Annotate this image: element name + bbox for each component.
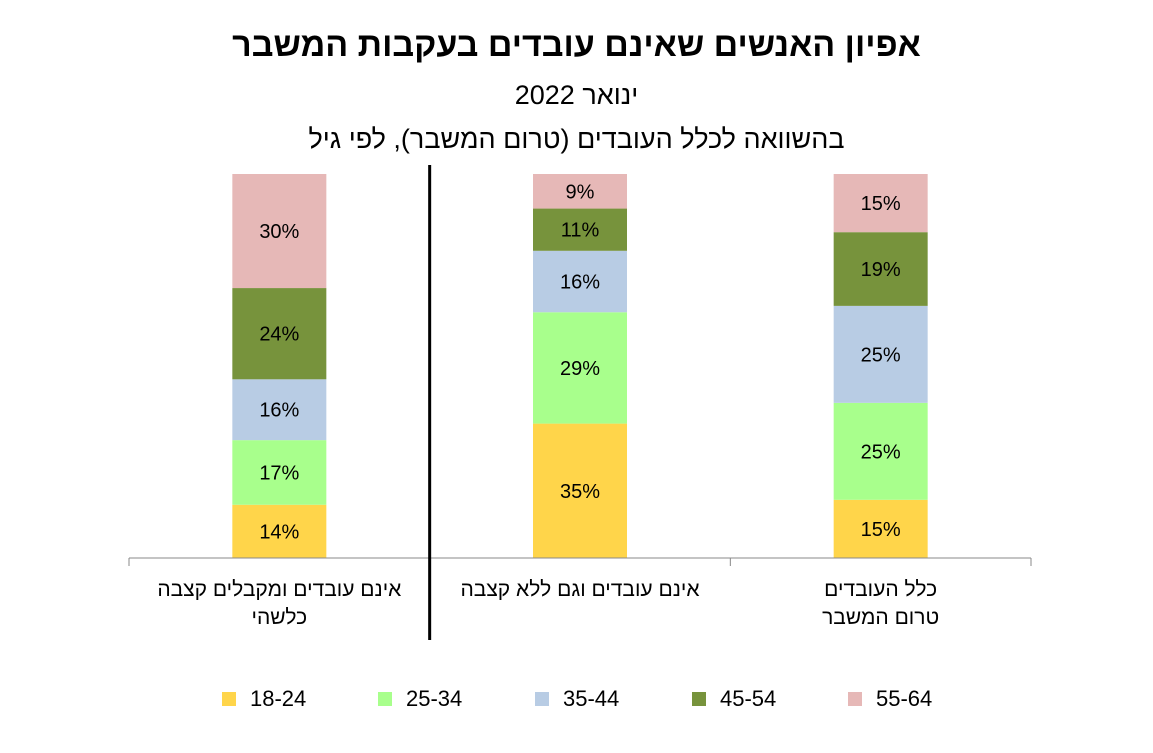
bar-segment-55-64 (833, 174, 928, 233)
bar-segment-55-64 (533, 174, 627, 209)
legend-swatch (692, 692, 706, 706)
data-label: 24% (259, 324, 299, 346)
legend-item: 25-34 (378, 686, 462, 712)
legend-item: 18-24 (222, 686, 306, 712)
data-label: 15% (861, 193, 901, 215)
legend-item: 55-64 (848, 686, 932, 712)
data-label: 25% (861, 344, 901, 366)
legend-item: 45-54 (692, 686, 776, 712)
data-label: 25% (861, 441, 901, 463)
legend-label: 45-54 (720, 686, 777, 711)
category-label: אינם עובדים ומקבלים קצבה כלשהי (157, 578, 402, 629)
legend-label: 18-24 (250, 686, 307, 711)
legend-swatch (222, 692, 236, 706)
bar-segment-18-24 (833, 499, 928, 558)
data-label: 19% (861, 259, 901, 281)
chart-subtitle-2: בהשוואה לכלל העובדים (טרום המשבר), לפי ג… (308, 124, 845, 154)
data-label: 11% (561, 220, 600, 242)
bar-segment-55-64 (232, 174, 327, 289)
data-label: 30% (259, 221, 299, 243)
chart-legend: 18-24 25-34 35-44 45-54 55-64 (0, 686, 1153, 716)
data-label: 35% (560, 481, 600, 503)
bar-segment-45-54 (232, 288, 327, 380)
bar-segment-25-34 (833, 402, 928, 500)
chart-subtitle: ינואר 2022 (514, 80, 639, 110)
bar-segment-35-44 (232, 379, 327, 441)
legend-label: 25-34 (406, 686, 463, 711)
bar-segment-45-54 (533, 208, 627, 251)
legend-item: 35-44 (535, 686, 619, 712)
bar-segment-18-24 (232, 504, 327, 558)
data-label: 16% (259, 400, 299, 422)
data-label: 14% (259, 521, 299, 543)
bar-segment-35-44 (833, 305, 928, 403)
bar-segment-25-34 (533, 312, 627, 424)
bar-segment-35-44 (533, 250, 627, 313)
bar-segment-45-54 (833, 232, 928, 306)
legend-label: 35-44 (563, 686, 620, 711)
data-label: 17% (259, 462, 299, 484)
category-label: כלל העובדים טרום המשבר (822, 578, 940, 629)
bar-segment-25-34 (232, 440, 327, 505)
legend-swatch (848, 692, 862, 706)
data-label: 16% (560, 272, 600, 294)
legend-swatch (378, 692, 392, 706)
data-label: 9% (566, 181, 595, 203)
legend-label: 55-64 (876, 686, 933, 711)
category-label: אינם עובדים וגם ללא קצבה (460, 578, 700, 601)
bar-segment-18-24 (533, 423, 627, 558)
chart-title: אפיון האנשים שאינם עובדים בעקבות המשבר (232, 26, 921, 64)
data-label: 29% (560, 358, 600, 380)
data-label: 15% (861, 519, 901, 541)
legend-swatch (535, 692, 549, 706)
